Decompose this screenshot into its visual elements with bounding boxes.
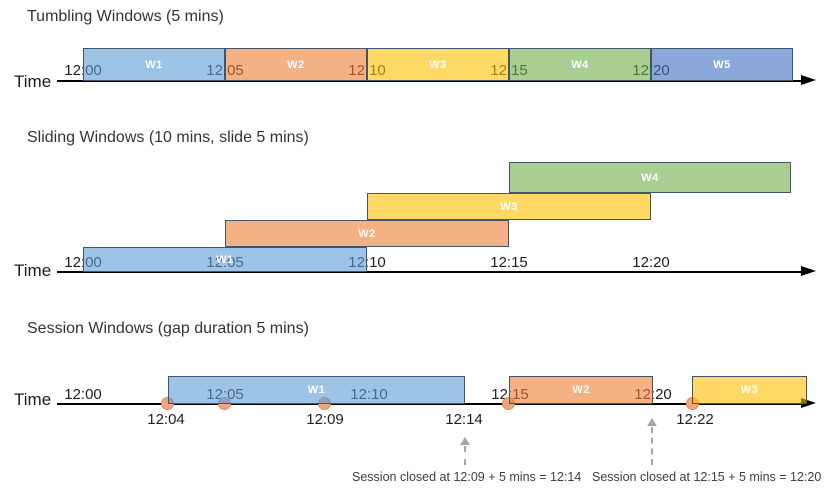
window-label: W3 <box>500 200 518 213</box>
window-label: W2 <box>287 58 305 71</box>
annotation-caption: Session closed at 12:15 + 5 mins = 12:20 <box>592 470 822 484</box>
annotation-arrow-line <box>464 446 466 465</box>
annotation-arrow-icon <box>647 418 657 426</box>
window-label: W1 <box>307 384 326 396</box>
time-axis-label-tumbling: Time <box>14 72 52 91</box>
tick-label: 12:20 <box>632 254 670 271</box>
window-label: W2 <box>572 384 590 396</box>
window-label: W3 <box>740 384 759 396</box>
window-tumbling-w2: W2 <box>225 48 367 81</box>
window-sliding-w1: W1 <box>83 247 367 272</box>
section-title-tumbling: Tumbling Windows (5 mins) <box>27 8 224 25</box>
window-tumbling-w4: W4 <box>509 48 651 81</box>
window-label: W5 <box>713 58 731 71</box>
window-label: W4 <box>571 58 589 71</box>
window-label: W1 <box>145 58 163 71</box>
timeline-arrow-icon <box>801 75 816 85</box>
event-time-label: 12:04 <box>147 411 185 428</box>
time-axis-label-sliding: Time <box>14 261 52 280</box>
annotation-arrow-line <box>651 427 653 465</box>
event-time-label: 12:14 <box>445 411 483 428</box>
timeline-sliding <box>57 271 802 273</box>
window-tumbling-w1: W1 <box>83 48 225 81</box>
tick-label: 12:00 <box>64 386 102 403</box>
timeline-tumbling <box>57 80 802 82</box>
window-label: W1 <box>216 253 234 266</box>
window-session-w2: W2 <box>509 376 653 404</box>
window-sliding-w4: W4 <box>509 162 791 193</box>
window-session-w3: W3 <box>692 376 807 404</box>
window-tumbling-w3: W3 <box>367 48 509 81</box>
window-sliding-w2: W2 <box>225 220 509 247</box>
tick-label: 12:15 <box>490 254 528 271</box>
section-title-sliding: Sliding Windows (10 mins, slide 5 mins) <box>27 129 309 146</box>
event-time-label: 12:09 <box>306 411 344 428</box>
timeline-arrow-icon <box>801 266 816 276</box>
annotation-arrow-icon <box>460 437 470 445</box>
timeline-arrow-icon <box>801 398 816 408</box>
window-label: W4 <box>641 171 659 184</box>
event-time-label: 12:22 <box>676 411 714 428</box>
window-label: W3 <box>429 58 447 71</box>
window-label: W2 <box>358 227 376 240</box>
time-axis-label-session: Time <box>14 390 52 409</box>
timeline-session <box>57 403 802 405</box>
section-title-session: Session Windows (gap duration 5 mins) <box>27 320 309 337</box>
window-session-w1: W1 <box>168 376 465 404</box>
window-tumbling-w5: W5 <box>651 48 793 81</box>
annotation-caption: Session closed at 12:09 + 5 mins = 12:14 <box>352 470 582 484</box>
window-sliding-w3: W3 <box>367 193 651 220</box>
